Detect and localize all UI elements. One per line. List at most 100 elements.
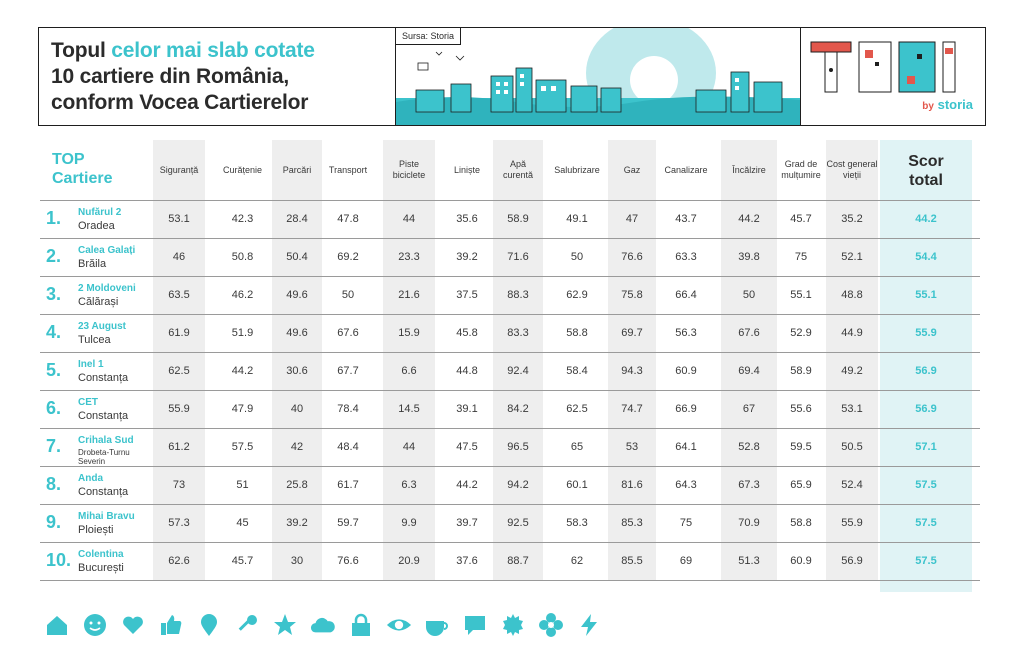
cell-value: 58.9 (507, 213, 529, 225)
table-row: 4. 23 August Tulcea 61.9 51.9 49.6 67.6 15.9 45.… (40, 314, 980, 353)
cell-value: 58.4 (566, 365, 588, 377)
cell-value: 75.8 (621, 289, 643, 301)
cell-value: 62.6 (168, 555, 190, 567)
cell-value: 6.3 (401, 479, 417, 491)
city-name: Constanța (78, 486, 129, 498)
table-row: 2. Calea Galați Brăila 46 50.8 50.4 69.2 23.3 39… (40, 238, 980, 277)
cell-value: 62.9 (566, 289, 588, 301)
total-score: 56.9 (915, 365, 937, 377)
cell-value: 6.6 (401, 365, 417, 377)
cell-value: 51 (236, 479, 249, 491)
rank-number: 2. (46, 246, 62, 266)
cell-value: 21.6 (398, 289, 420, 301)
cell-value: 55.1 (790, 289, 812, 301)
column-header-line1: Liniște (453, 164, 480, 175)
city-name: Constanța (78, 410, 129, 422)
cell-value: 44.9 (841, 327, 863, 339)
total-score: 56.9 (915, 403, 937, 415)
cell-value: 81.6 (621, 479, 643, 491)
cell-value: 53.1 (841, 403, 863, 415)
sun-icon (500, 612, 526, 638)
logo-by: by (922, 101, 934, 112)
cell-value: 39.8 (738, 251, 760, 263)
title-line3: conform Vocea Cartierelor (51, 91, 309, 114)
city-name: Ploiești (78, 524, 114, 536)
table-row: 6. CET Constanța 55.9 47.9 40 78.4 14.5 39.1 84.2… (40, 390, 980, 429)
cell-value: 39.1 (456, 403, 478, 415)
home-icon (44, 612, 70, 638)
cell-value: 96.5 (507, 441, 529, 453)
city-skyline-image (396, 28, 800, 125)
table-bottom-border (40, 580, 980, 581)
cell-value: 64.1 (675, 441, 697, 453)
column-header: Gaz (606, 140, 658, 200)
neighborhood-name: Nufărul 2 (78, 207, 122, 218)
cell-value: 50.5 (841, 441, 863, 453)
by-storia-logo: by storia (922, 97, 973, 112)
smiley-icon (82, 612, 108, 638)
cell-value: 48.8 (841, 289, 863, 301)
title-part1: Topul (51, 39, 112, 62)
cell-value: 47 (625, 213, 639, 225)
cell-value: 74.7 (621, 403, 643, 415)
city-name: Călărași (78, 296, 119, 308)
cell-value: 45.7 (231, 555, 254, 567)
cell-value: 92.5 (507, 517, 529, 529)
city-name: Tulcea (78, 334, 111, 346)
cell-value: 52.1 (841, 251, 863, 263)
cell-value: 45.7 (790, 213, 812, 225)
column-header-line1: Salubrizare (554, 164, 600, 175)
column-header-line1: Piste (398, 159, 419, 169)
cell-value: 53 (625, 441, 639, 453)
column-header-line1: Siguranță (159, 164, 199, 175)
table-row: 3. 2 Moldoveni Călărași 63.5 46.2 49.6 50 21.6 3… (40, 276, 980, 315)
cell-value: 45.8 (456, 327, 478, 339)
column-header-line1: Canalizare (664, 164, 708, 175)
city-name: Drobeta-Turnu Severin (78, 448, 130, 466)
neighborhood-name: 23 August (78, 321, 126, 332)
table-row: 1. Nufărul 2 Oradea 53.1 42.3 28.4 47.8 44 35.6 5… (40, 200, 980, 239)
trai-logo: by storia (807, 36, 979, 120)
cell-value: 85.5 (621, 555, 643, 567)
cell-value: 50 (570, 251, 584, 263)
cell-value: 63.5 (168, 289, 190, 301)
pin-icon (196, 612, 222, 638)
cell-value: 39.2 (286, 517, 308, 529)
cell-value: 55.9 (168, 403, 190, 415)
rank-number: 3. (46, 284, 62, 304)
cell-value: 35.2 (841, 213, 863, 225)
star-icon (272, 612, 298, 638)
total-score: 57.5 (915, 555, 937, 567)
column-header-line2: vieții (842, 170, 861, 180)
neighborhood-name: Crihala Sud (78, 435, 134, 446)
cell-value: 69.7 (621, 327, 643, 339)
cell-value: 62.5 (168, 365, 190, 377)
key-icon (234, 612, 260, 638)
cell-value: 67.7 (337, 365, 359, 377)
total-score: 55.1 (915, 289, 937, 301)
cell-value: 67.3 (738, 479, 760, 491)
column-header: Piste biciclete (381, 140, 437, 200)
cell-value: 83.3 (507, 327, 529, 339)
column-header: Curățenie (211, 140, 274, 200)
column-stripe (721, 140, 777, 580)
cell-value: 62.5 (566, 403, 588, 415)
cell-value: 73 (172, 479, 186, 491)
footer-icon-row (44, 612, 602, 640)
cell-value: 37.6 (456, 555, 478, 567)
cell-value: 52.9 (790, 327, 812, 339)
cell-value: 84.2 (507, 403, 529, 415)
column-header-line1: Transport (328, 164, 368, 175)
cell-value: 61.2 (168, 441, 190, 453)
column-header: Transport (318, 140, 378, 200)
cell-value: 75 (679, 517, 693, 529)
neighborhood-name: Mihai Bravu (78, 511, 135, 522)
cell-value: 48.4 (337, 441, 359, 453)
total-score: 55.9 (915, 327, 937, 339)
cell-value: 53.1 (168, 213, 190, 225)
title-highlight: celor mai slab cotate (111, 39, 315, 62)
cell-value: 44.8 (456, 365, 478, 377)
cell-value: 40 (290, 403, 304, 415)
cell-value: 50.8 (231, 251, 254, 263)
cell-value: 42 (290, 441, 304, 453)
